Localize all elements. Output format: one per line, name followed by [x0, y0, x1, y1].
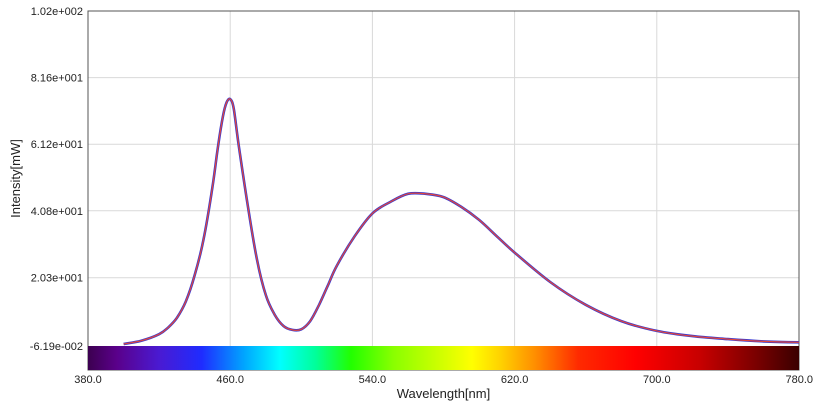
x-axis-ticks: 380.0 460.0 540.0 620.0 700.0 780.0	[74, 374, 813, 386]
y-tick-label: 1.02e+002	[31, 6, 83, 18]
y-axis-ticks: 1.02e+002 8.16e+001 6.12e+001 4.08e+001 2.03…	[30, 6, 83, 353]
x-axis-label: Wavelength[nm]	[397, 386, 490, 401]
series-line	[123, 98, 800, 345]
y-tick-label: 2.03e+001	[31, 273, 83, 285]
x-tick-label: 700.0	[643, 374, 671, 386]
y-axis-label: Intensity[mW]	[8, 139, 23, 218]
plot-frame	[87, 10, 800, 371]
y-tick-label: 8.16e+001	[31, 73, 83, 85]
x-tick-label: 780.0	[785, 374, 813, 386]
x-tick-label: 380.0	[74, 374, 102, 386]
x-tick-label: 540.0	[359, 374, 387, 386]
x-tick-label: 460.0	[216, 374, 244, 386]
grid-lines	[88, 11, 799, 346]
y-tick-label: 6.12e+001	[31, 139, 83, 151]
series-line-noise	[123, 97, 800, 346]
y-tick-label: -6.19e-002	[30, 341, 83, 353]
spectrum-color-bar	[88, 346, 799, 370]
x-tick-label: 620.0	[501, 374, 529, 386]
y-tick-label: 4.08e+001	[31, 206, 83, 218]
